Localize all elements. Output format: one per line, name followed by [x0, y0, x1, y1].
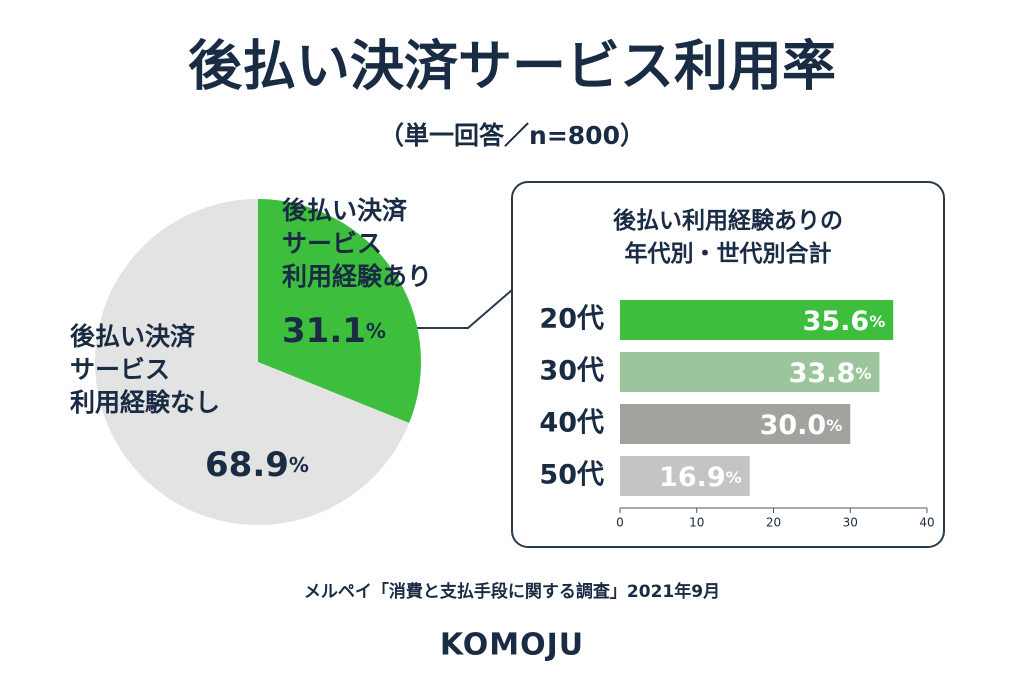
value-label: 33.8%: [789, 358, 872, 389]
pie-slice: [94, 199, 410, 525]
label: 後払い利用経験ありの年代別・世代別合計: [613, 207, 843, 267]
label: 後払い決済サービス利用経験あり: [282, 196, 432, 291]
value-label: 16.9%: [659, 462, 742, 493]
value-label: 35.6%: [803, 306, 886, 337]
pie-slice: [258, 199, 421, 423]
y-tick-label: 50代: [539, 460, 604, 491]
y-tick-label: 30代: [539, 356, 604, 387]
value-number: 31.1: [282, 311, 366, 351]
bar: [620, 300, 894, 340]
value-unit: %: [289, 453, 309, 477]
label: 後払い決済サービス利用経験なし: [70, 322, 220, 417]
value-number: 30.0: [760, 410, 827, 441]
value-unit: %: [869, 312, 885, 331]
value-unit: %: [826, 416, 842, 435]
value-number: 33.8: [789, 358, 856, 389]
bar: [620, 404, 851, 444]
bar: [620, 456, 750, 496]
x-tick-label: 30: [843, 516, 858, 530]
label-line: 利用経験あり: [282, 262, 432, 291]
value-label: 68.9%: [205, 445, 309, 485]
value-unit: %: [366, 319, 386, 343]
label-line: 後払い決済: [70, 322, 196, 351]
label-line: 年代別・世代別合計: [625, 240, 832, 267]
source: メルペイ「消費と支払手段に関する調査」2021年9月: [304, 581, 720, 602]
x-tick-label: 10: [689, 516, 704, 530]
x-tick-label: 20: [766, 516, 781, 530]
value-number: 16.9: [659, 462, 726, 493]
x-tick-label: 40: [919, 516, 934, 530]
x-tick-label: 0: [616, 516, 624, 530]
value-number: 35.6: [803, 306, 870, 337]
y-tick-label: 40代: [539, 408, 604, 439]
value-unit: %: [855, 364, 871, 383]
subtitle: （単一回答／n=800）: [379, 121, 645, 150]
label-line: サービス: [282, 229, 382, 258]
value-label: 31.1%: [282, 311, 386, 351]
value-label: 30.0%: [760, 410, 843, 441]
bar: [620, 352, 880, 392]
connector: [412, 289, 513, 329]
logo: KOMOJU: [440, 628, 584, 663]
label-line: サービス: [70, 355, 170, 384]
value-number: 68.9: [205, 445, 289, 485]
value-unit: %: [726, 468, 742, 487]
label-line: 後払い利用経験ありの: [613, 207, 843, 234]
label-line: 利用経験なし: [70, 388, 220, 417]
title: 後払い決済サービス利用率: [188, 35, 836, 98]
label-line: 後払い決済: [282, 196, 408, 225]
y-tick-label: 20代: [539, 304, 604, 335]
